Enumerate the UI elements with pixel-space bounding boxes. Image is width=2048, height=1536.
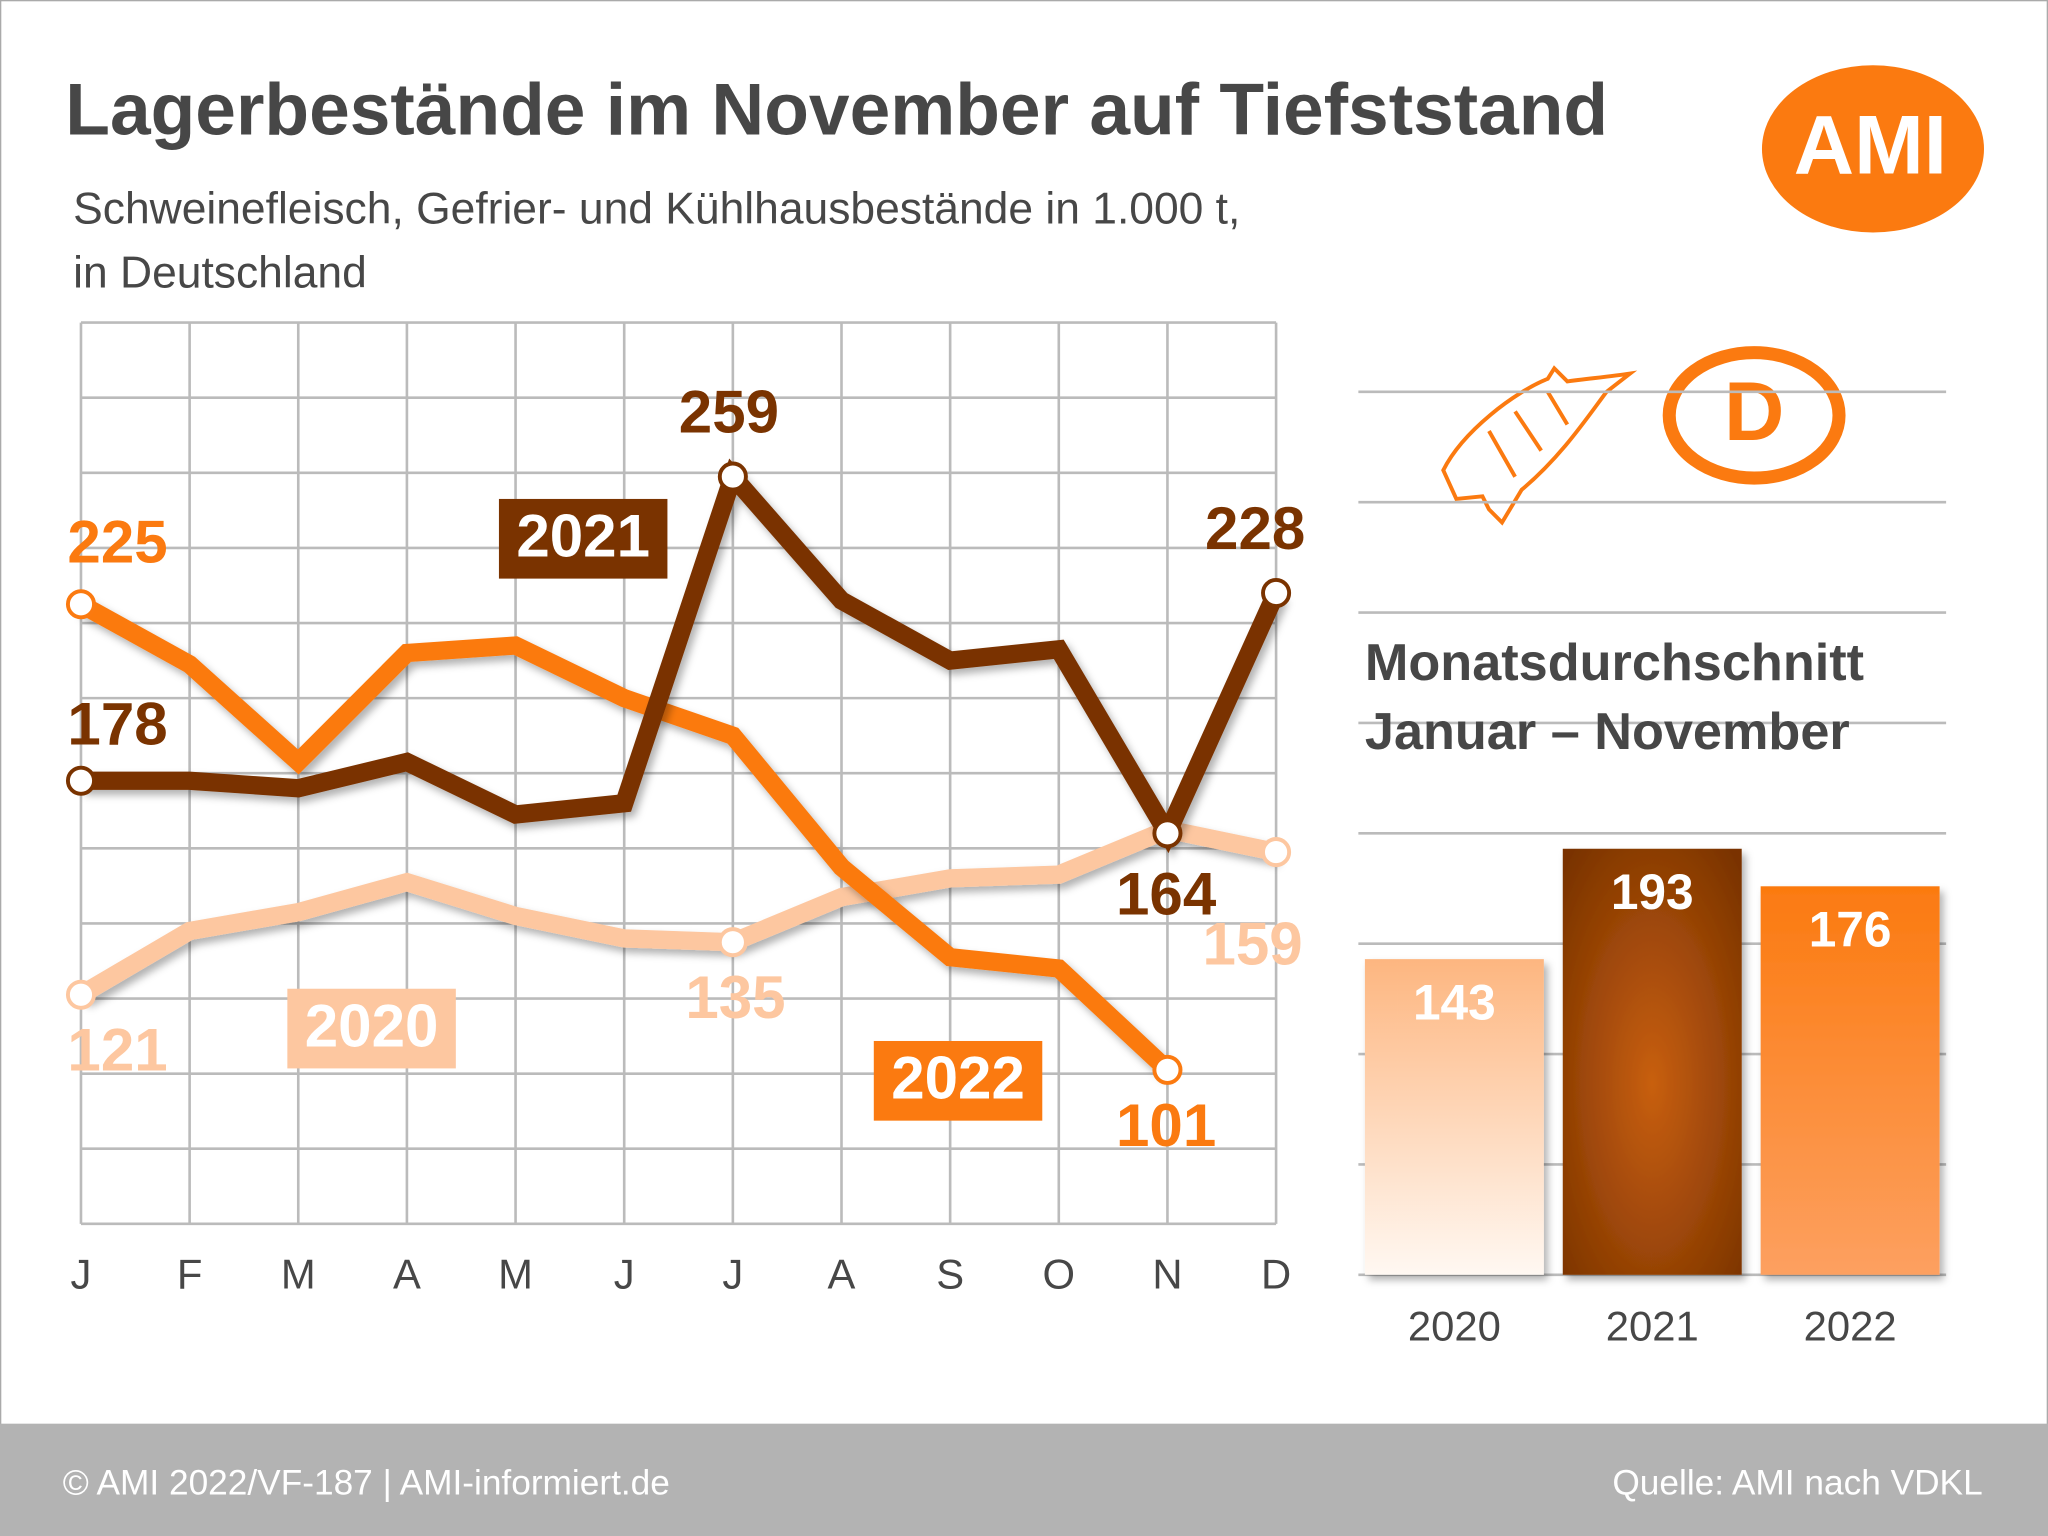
data-label: 135 [685,964,785,1031]
x-tick-label: J [722,1250,743,1297]
bar [1562,848,1742,1275]
data-label: 176 [1809,901,1892,957]
x-tick-label: M [281,1250,316,1297]
x-tick-label: 2021 [1606,1303,1699,1350]
point-marker [65,765,96,796]
chart-subtitle: Januar – November [1365,703,1850,761]
x-tick-label: S [936,1250,964,1297]
logo: AMI [1794,98,1947,192]
data-label: 193 [1611,864,1694,920]
x-tick-label: 2022 [1804,1303,1897,1350]
x-tick-label: O [1043,1250,1076,1297]
data-label: 101 [1116,1092,1216,1159]
x-tick-label: 2020 [1408,1303,1501,1350]
x-tick-label: J [614,1250,635,1297]
point-marker [65,979,96,1010]
bar [1364,959,1544,1275]
x-tick-label: A [828,1250,856,1297]
line-series [76,596,1174,1077]
legend-label: 2022 [891,1045,1025,1112]
line-series [80,458,1285,854]
line-series [76,820,1278,1003]
footer-right: Quelle: AMI nach VDKL [1612,1463,1982,1502]
point-marker [1152,1054,1183,1085]
series-label-box [873,1040,1043,1121]
data-label: 143 [1413,974,1496,1030]
point-marker [717,461,748,492]
x-tick-label: A [393,1250,421,1297]
x-tick-label: D [1261,1250,1291,1297]
footer-left: © AMI 2022/VF-187 | AMI-informiert.de [63,1463,670,1502]
x-tick-label: M [498,1250,533,1297]
bar [1760,886,1940,1275]
x-tick-label: J [71,1250,92,1297]
data-label: 159 [1202,911,1302,978]
data-label: 121 [67,1017,167,1084]
series-label-box [287,988,456,1069]
subtitle: Schweinefleisch, Gefrier- und Kühlhausbe… [73,184,1240,233]
pig-icon [1441,365,1638,526]
point-marker [1261,577,1292,608]
data-label: 259 [679,378,779,445]
data-label: 164 [1116,860,1217,927]
point-marker [65,589,96,620]
point-marker [1261,837,1292,868]
x-tick-label: F [177,1250,203,1297]
chart-subtitle: Monatsdurchschnitt [1365,634,1864,692]
subtitle: in Deutschland [73,248,367,297]
legend-label: 2021 [516,503,650,570]
country-badge: D [1724,364,1784,458]
data-label: 225 [67,509,167,576]
country-badge-ring [1662,346,1846,485]
data-label: 178 [67,690,167,757]
point-marker [717,927,748,958]
data-label: 228 [1205,495,1305,562]
series-label-box [498,498,668,579]
x-tick-label: N [1152,1250,1182,1297]
legend-label: 2020 [305,992,439,1059]
logo-badge [1761,65,1984,233]
title: Lagerbestände im November auf Tiefststan… [65,69,1608,150]
footer-band [0,1423,2048,1536]
point-marker [1152,818,1183,849]
